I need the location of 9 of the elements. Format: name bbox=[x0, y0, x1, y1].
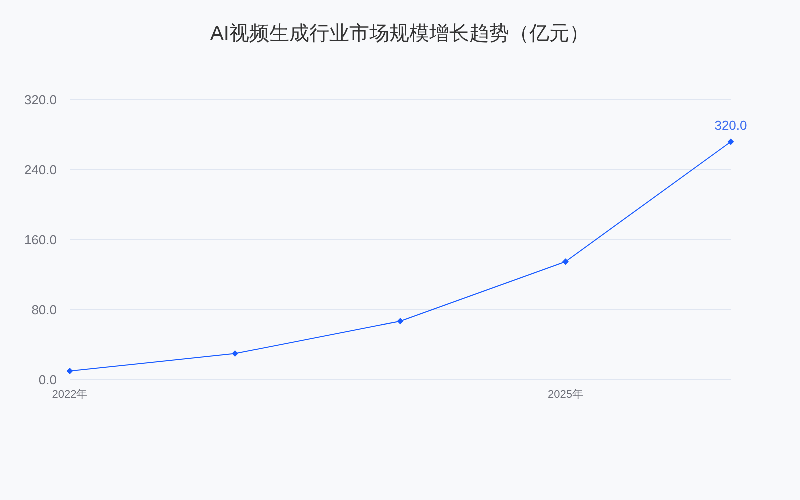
y-tick-label: 160.0 bbox=[24, 232, 57, 248]
y-tick-label: 240.0 bbox=[24, 162, 57, 178]
y-tick-label: 320.0 bbox=[24, 92, 57, 108]
y-tick-label: 0.0 bbox=[38, 372, 57, 388]
x-tick-label: 2022年 bbox=[52, 389, 88, 401]
x-tick-label: 2025年 bbox=[548, 389, 584, 401]
y-tick-label: 80.0 bbox=[32, 302, 57, 318]
annotation: 320.0 bbox=[714, 118, 748, 133]
title: AI视频生成行业市场规模增长趋势（亿元） bbox=[210, 23, 590, 45]
